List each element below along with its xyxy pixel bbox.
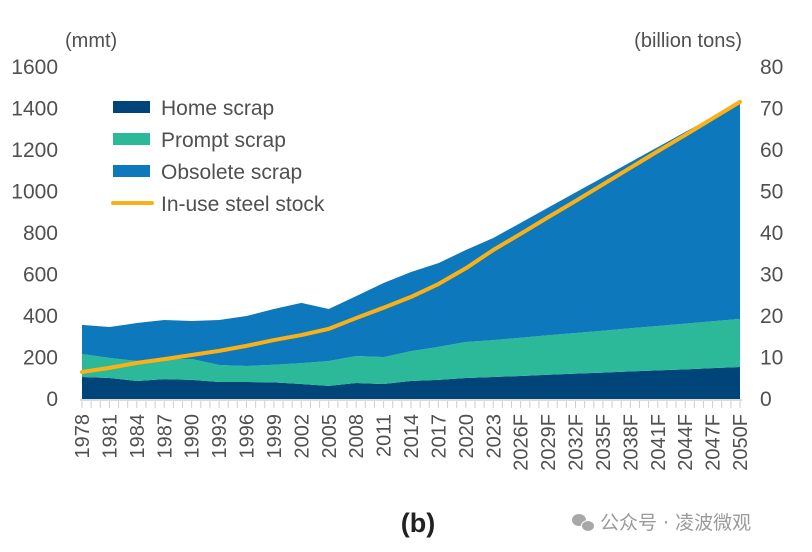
x-tick-label: 2041F [648, 414, 670, 471]
x-tick-label: 1987 [154, 414, 176, 459]
right-tick-label: 60 [760, 139, 783, 162]
axes: 1978 1981 1984 1987 1990 1993 1996 1999 2002 2005… [11, 56, 783, 471]
x-tick-label: 1981 [99, 414, 121, 459]
x-tick-label: 2032F [566, 414, 588, 471]
right-tick-label: 50 [760, 181, 783, 204]
wechat-icon [572, 513, 595, 532]
watermark: 公众号 · 凌波微观 [572, 508, 751, 535]
x-tick-label: 2011 [374, 414, 396, 457]
left-tick-label: 800 [23, 222, 58, 245]
left-tick-label: 1200 [11, 139, 58, 162]
x-tick-label: 2047F [703, 414, 725, 471]
right-tick-label: 80 [760, 56, 783, 79]
obsolete-scrap-area [82, 102, 740, 367]
x-tick-label: 2002 [291, 414, 313, 459]
left-tick-label: 400 [23, 305, 58, 328]
left-tick-label: 0 [46, 388, 58, 411]
legend-label: In-use steel stock [161, 193, 325, 216]
left-tick-label: 1000 [11, 181, 58, 204]
left-axis-unit: (mmt) [65, 30, 117, 52]
x-tick-label: 2035F [593, 414, 615, 471]
right-tick-label: 20 [760, 305, 783, 328]
prompt-scrap-area [82, 318, 740, 386]
right-axis-unit: (billion tons) [634, 30, 742, 52]
left-tick-label: 1600 [11, 56, 58, 79]
x-tick-label: 2017 [428, 414, 450, 459]
right-tick-label: 10 [760, 347, 783, 370]
x-tick-label: 2023 [483, 414, 505, 459]
x-tick-label: 2050F [730, 414, 752, 471]
areas [82, 102, 740, 399]
x-tick-label: 2014 [401, 414, 423, 459]
x-tick-label: 1978 [72, 414, 94, 459]
legend-label: Prompt scrap [161, 129, 286, 152]
x-tick-label: 1999 [264, 414, 286, 459]
x-tick-label: 1990 [182, 414, 204, 459]
right-tick-label: 30 [760, 264, 783, 287]
x-tick-label: 1984 [127, 414, 149, 459]
x-tick-label: 1993 [209, 414, 231, 459]
legend-label: Obsolete scrap [161, 161, 302, 184]
legend: Home scrap Prompt scrap Obsolete scrap In-u… [111, 97, 325, 216]
watermark-text: 公众号 · 凌波微观 [600, 512, 752, 534]
x-tick-label: 2026F [511, 414, 533, 471]
left-tick-label: 1400 [11, 98, 58, 121]
left-tick-label: 200 [23, 347, 58, 370]
x-tick-label: 2005 [319, 414, 341, 459]
left-tick-label: 600 [23, 264, 58, 287]
legend-swatch [113, 101, 150, 113]
x-tick-label: 2029F [538, 414, 560, 471]
legend-swatch [113, 165, 150, 177]
legend-swatch [113, 133, 150, 145]
x-tick-label: 2008 [346, 414, 368, 459]
x-tick-label: 2044F [675, 414, 697, 471]
x-tick-label: 1996 [237, 414, 259, 459]
right-tick-label: 0 [760, 388, 772, 411]
right-tick-label: 40 [760, 222, 783, 245]
home-scrap-area [82, 367, 740, 399]
legend-label: Home scrap [161, 97, 274, 120]
x-tick-label: 2020 [456, 414, 478, 459]
stock-line-group [80, 99, 742, 375]
right-tick-label: 70 [760, 98, 783, 121]
chart-caption: (b) [401, 508, 435, 538]
x-tick-label: 2038F [620, 414, 642, 471]
